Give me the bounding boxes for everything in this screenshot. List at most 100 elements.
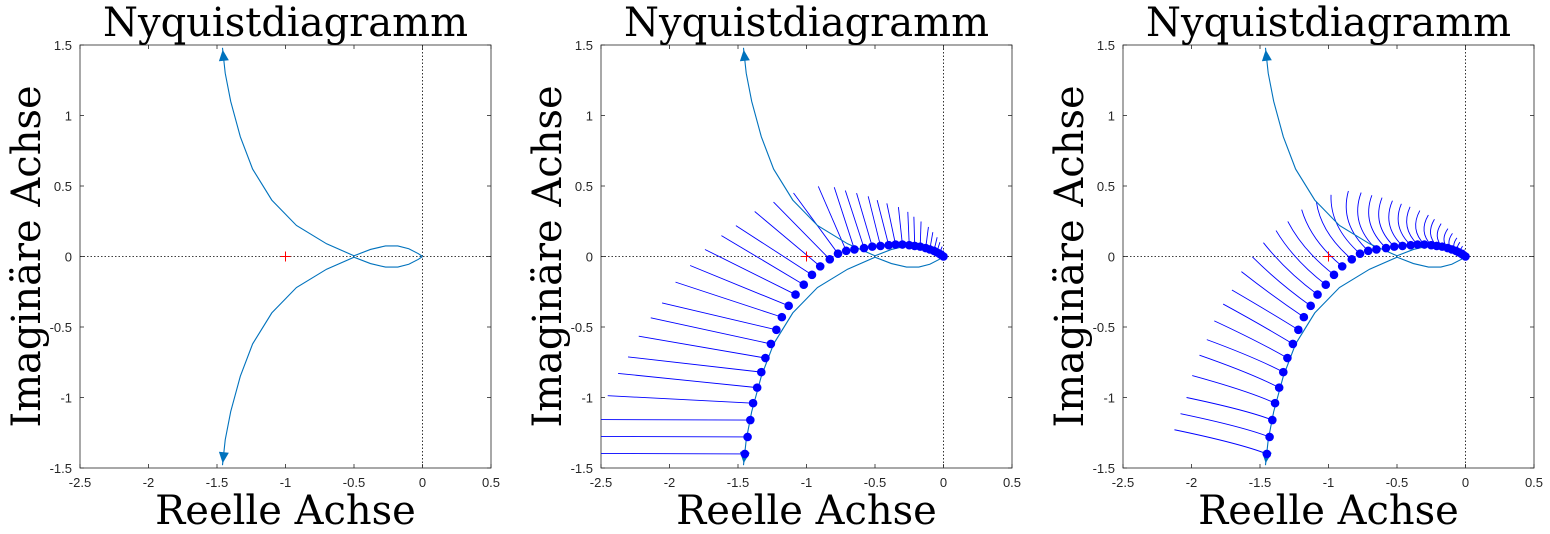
x-tick-label: -0.5: [864, 475, 886, 490]
plot-content: [601, 45, 1012, 468]
sample-marker: [761, 353, 770, 363]
direction-arrow-2: [218, 451, 229, 464]
whisker-curve: [1241, 271, 1305, 318]
whisker-curve: [1222, 303, 1294, 345]
y-tick-label: 0: [65, 250, 72, 265]
sample-marker: [1337, 262, 1347, 271]
x-tick-label: 0: [940, 475, 947, 490]
whisker-line: [844, 190, 865, 249]
y-tick-label: 1.5: [54, 38, 72, 53]
sample-marker: [1268, 415, 1277, 425]
sample-marker: [825, 255, 835, 264]
sample-marker: [1461, 252, 1470, 261]
y-tick-label: 0: [586, 250, 593, 265]
whisker-curve: [1214, 320, 1288, 359]
whisker-curve: [1378, 197, 1395, 247]
x-tick-label: -0.5: [1386, 475, 1408, 490]
sample-marker: [740, 449, 750, 459]
x-tick-label: 0.5: [1525, 475, 1543, 490]
whisker-line: [607, 395, 754, 404]
whisker-curve: [1252, 256, 1311, 307]
plot-content: [80, 45, 491, 468]
whisker-line: [650, 317, 771, 345]
y-tick-label: 0.5: [575, 179, 593, 194]
whisker-line: [661, 302, 777, 331]
sample-marker: [867, 242, 877, 251]
whisker-curve: [1388, 200, 1403, 247]
x-tick-label: -0.5: [343, 475, 365, 490]
sample-marker: [784, 301, 793, 311]
whisker-line: [735, 225, 813, 276]
x-tick-label: -2: [1186, 475, 1198, 490]
y-axis-label: Imaginäre Achse: [525, 85, 571, 427]
sample-marker: [859, 243, 869, 253]
x-axis-label: Reelle Achse: [1198, 488, 1459, 534]
x-tick-label: -2: [143, 475, 155, 490]
sample-marker: [1329, 270, 1339, 280]
y-tick-label: 0.5: [1097, 179, 1115, 194]
y-tick-label: 1.5: [575, 38, 593, 53]
critical-point-marker: [1323, 251, 1334, 262]
whisker-curve: [1315, 201, 1353, 260]
whisker-line: [773, 201, 831, 260]
y-tick-label: -1: [1103, 391, 1115, 406]
whisker-line: [907, 211, 910, 246]
sample-marker: [898, 240, 907, 249]
whisker-line: [913, 216, 916, 246]
whisker-line: [886, 203, 896, 245]
whisker-line: [754, 211, 821, 267]
sample-marker: [1294, 325, 1303, 335]
whisker-curve: [1263, 242, 1318, 295]
sample-marker: [1274, 383, 1284, 392]
whisker-curve: [1186, 397, 1273, 421]
sample-marker: [1413, 240, 1422, 249]
sample-marker: [791, 290, 800, 299]
sample-marker: [1420, 240, 1429, 249]
sample-marker: [1381, 243, 1391, 253]
sample-marker: [1321, 280, 1331, 290]
x-tick-label: -1.5: [727, 475, 749, 490]
sample-marker: [1283, 353, 1292, 363]
whisker-line: [721, 235, 804, 286]
whisker-curve: [1330, 194, 1361, 255]
y-axis-label: Imaginäre Achse: [1047, 85, 1093, 427]
whisker-curve: [1231, 289, 1299, 331]
sample-marker: [752, 383, 762, 392]
sample-marker: [743, 432, 752, 442]
sample-marker: [777, 312, 787, 322]
sample-marker: [876, 241, 885, 251]
sample-marker: [884, 240, 893, 250]
direction-arrow-1: [218, 49, 229, 62]
whisker-line: [856, 192, 873, 247]
sample-marker: [1355, 249, 1365, 258]
y-tick-label: -1: [60, 391, 72, 406]
y-tick-label: 1: [586, 109, 593, 124]
y-tick-label: -1.5: [50, 461, 72, 476]
whisker-curve: [1180, 413, 1270, 438]
y-tick-label: 1.5: [1097, 38, 1115, 53]
whisker-line: [618, 372, 758, 389]
sample-marker: [1313, 290, 1322, 299]
x-tick-label: 0: [1462, 475, 1469, 490]
x-tick-label: -1: [1323, 475, 1335, 490]
whisker-line: [638, 335, 766, 359]
sample-marker: [833, 249, 843, 258]
critical-point-marker: [280, 251, 291, 262]
whisker-line: [601, 436, 748, 438]
sample-marker: [1398, 241, 1407, 251]
whisker-curve: [1287, 221, 1335, 276]
nyquist-curve-lower: [221, 256, 423, 466]
x-axis-label: Reelle Achse: [155, 488, 416, 534]
sample-marker: [1270, 398, 1280, 408]
direction-arrow-1: [1261, 49, 1272, 62]
whisker-curve: [1275, 230, 1327, 286]
sample-marker: [1363, 246, 1373, 256]
x-tick-label: 0.5: [482, 475, 500, 490]
sample-marker: [850, 245, 859, 254]
chart-title: Nyquistdiagramm: [103, 0, 468, 46]
whisker-line: [876, 200, 890, 246]
whisker-line: [833, 187, 855, 250]
sample-marker: [807, 270, 817, 280]
sample-marker: [1347, 255, 1357, 264]
